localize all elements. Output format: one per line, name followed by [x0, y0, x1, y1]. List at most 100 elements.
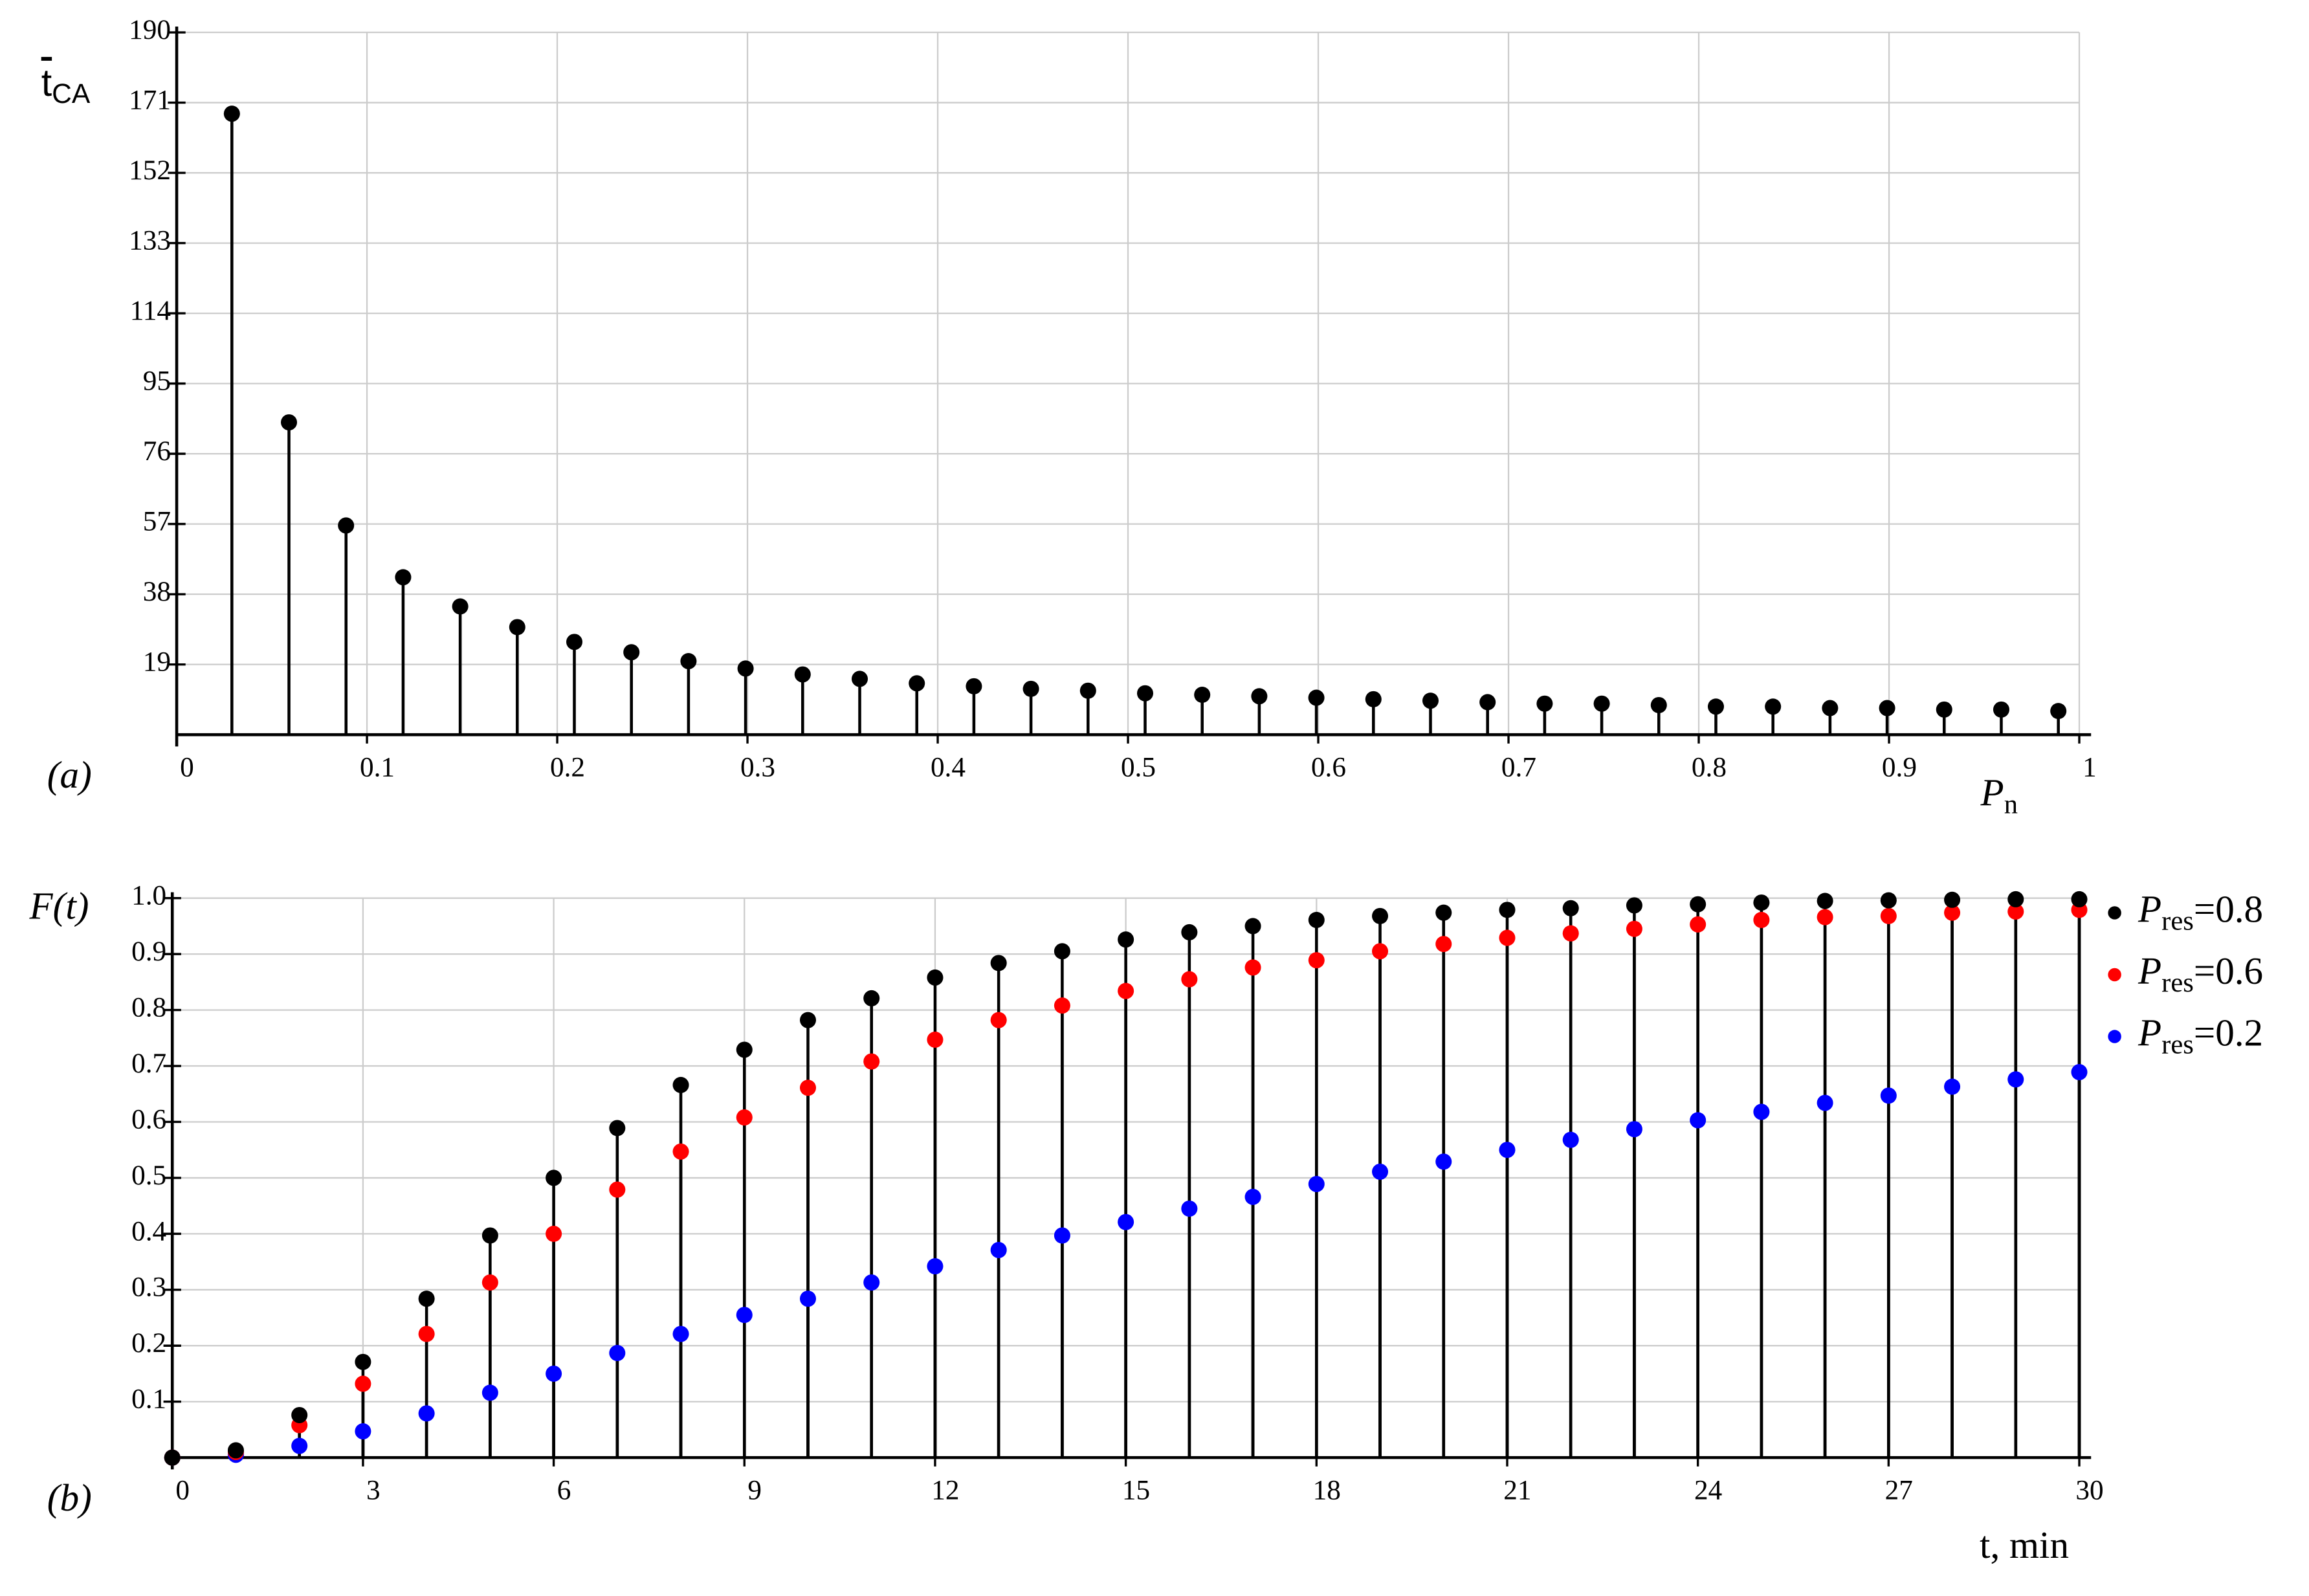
- x-tick-label: 0.1: [360, 752, 395, 783]
- y-tick-label: 0.8: [131, 992, 166, 1023]
- marker: [736, 1041, 753, 1058]
- marker: [737, 660, 754, 677]
- y-tick-label: 19: [143, 647, 171, 678]
- marker: [2071, 891, 2088, 907]
- x-tick-label: 0: [175, 1475, 190, 1506]
- marker: [863, 1274, 880, 1291]
- marker: [1181, 924, 1198, 940]
- marker: [338, 517, 355, 534]
- x-tick-label: 30: [2075, 1475, 2103, 1506]
- marker: [1308, 1175, 1325, 1192]
- marker: [2071, 1064, 2088, 1081]
- marker: [1479, 694, 1496, 711]
- x-tick-label: 12: [931, 1475, 959, 1506]
- marker: [395, 569, 412, 586]
- marker: [1054, 1227, 1070, 1244]
- legend-label: Pres=0.8: [2138, 887, 2263, 936]
- marker: [1536, 695, 1553, 712]
- marker: [623, 644, 640, 661]
- y-tick-label: 152: [129, 155, 171, 186]
- marker: [1753, 894, 1770, 911]
- marker: [1435, 1153, 1452, 1170]
- y-tick-label: 0.1: [131, 1384, 166, 1415]
- marker: [1308, 952, 1325, 969]
- marker: [1499, 1142, 1516, 1158]
- marker: [281, 414, 298, 431]
- marker: [990, 955, 1007, 971]
- x-tick-label: 0.3: [740, 752, 775, 783]
- marker: [1879, 700, 1895, 716]
- marker: [799, 1291, 817, 1307]
- x-tick-label: 9: [747, 1475, 762, 1506]
- marker: [291, 1437, 308, 1454]
- marker: [736, 1109, 753, 1126]
- x-axis-label: t, min: [1980, 1524, 2069, 1566]
- marker: [1690, 896, 1707, 913]
- x-tick-label: 3: [366, 1475, 381, 1506]
- panel-label: (b): [47, 1476, 92, 1519]
- x-axis-label: Pn: [1980, 771, 2018, 819]
- marker: [1690, 916, 1707, 933]
- x-tick-label: 0.7: [1501, 752, 1536, 783]
- marker: [1181, 971, 1198, 988]
- marker: [164, 1449, 181, 1466]
- marker: [1822, 700, 1839, 716]
- marker: [1753, 1103, 1770, 1120]
- marker: [990, 1241, 1007, 1258]
- y-tick-label: 38: [143, 576, 171, 607]
- marker: [736, 1307, 753, 1324]
- marker: [418, 1291, 435, 1307]
- marker: [481, 1274, 498, 1291]
- y-tick-label: 0.5: [131, 1160, 166, 1191]
- marker: [1626, 1121, 1642, 1138]
- marker: [1944, 904, 1961, 921]
- marker: [546, 1169, 562, 1186]
- y-axis-label: tCA: [41, 61, 91, 110]
- x-tick-label: 21: [1503, 1475, 1531, 1506]
- x-tick-label: 0.4: [931, 752, 966, 783]
- marker: [546, 1225, 562, 1242]
- marker: [1707, 698, 1725, 715]
- marker: [291, 1406, 308, 1423]
- marker: [1880, 892, 1897, 909]
- marker: [1244, 959, 1261, 976]
- x-tick-label: 15: [1122, 1475, 1150, 1506]
- marker: [680, 653, 697, 670]
- marker: [851, 671, 868, 687]
- marker: [1817, 909, 1833, 925]
- y-tick-label: 1.0: [131, 880, 166, 911]
- marker: [1936, 701, 1952, 718]
- marker: [1244, 1188, 1261, 1205]
- x-tick-label: 0: [180, 752, 194, 783]
- x-tick-label: 18: [1313, 1475, 1341, 1506]
- marker: [1136, 685, 1154, 702]
- marker: [863, 1053, 880, 1070]
- marker: [863, 990, 880, 1006]
- y-tick-label: 0.9: [131, 936, 166, 967]
- marker: [452, 598, 469, 615]
- x-tick-label: 24: [1694, 1475, 1722, 1506]
- x-tick-label: 0.2: [550, 752, 585, 783]
- x-tick-label: 0.5: [1121, 752, 1156, 783]
- legend-marker: [2108, 906, 2121, 920]
- marker: [1817, 892, 1833, 909]
- marker: [546, 1365, 562, 1382]
- marker: [2050, 703, 2067, 720]
- marker: [672, 1076, 689, 1093]
- marker: [1251, 688, 1268, 705]
- marker: [1880, 1087, 1897, 1104]
- marker: [2007, 1071, 2024, 1088]
- marker: [1022, 680, 1039, 697]
- marker: [1054, 943, 1070, 960]
- marker: [1365, 691, 1382, 707]
- marker: [355, 1353, 371, 1370]
- marker: [1626, 897, 1642, 914]
- legend-marker: [2108, 1030, 2121, 1043]
- marker: [1944, 891, 1961, 908]
- legend-marker: [2108, 968, 2121, 982]
- marker: [1626, 920, 1642, 937]
- marker: [418, 1325, 435, 1342]
- y-tick-label: 76: [143, 436, 171, 467]
- marker: [799, 1080, 817, 1096]
